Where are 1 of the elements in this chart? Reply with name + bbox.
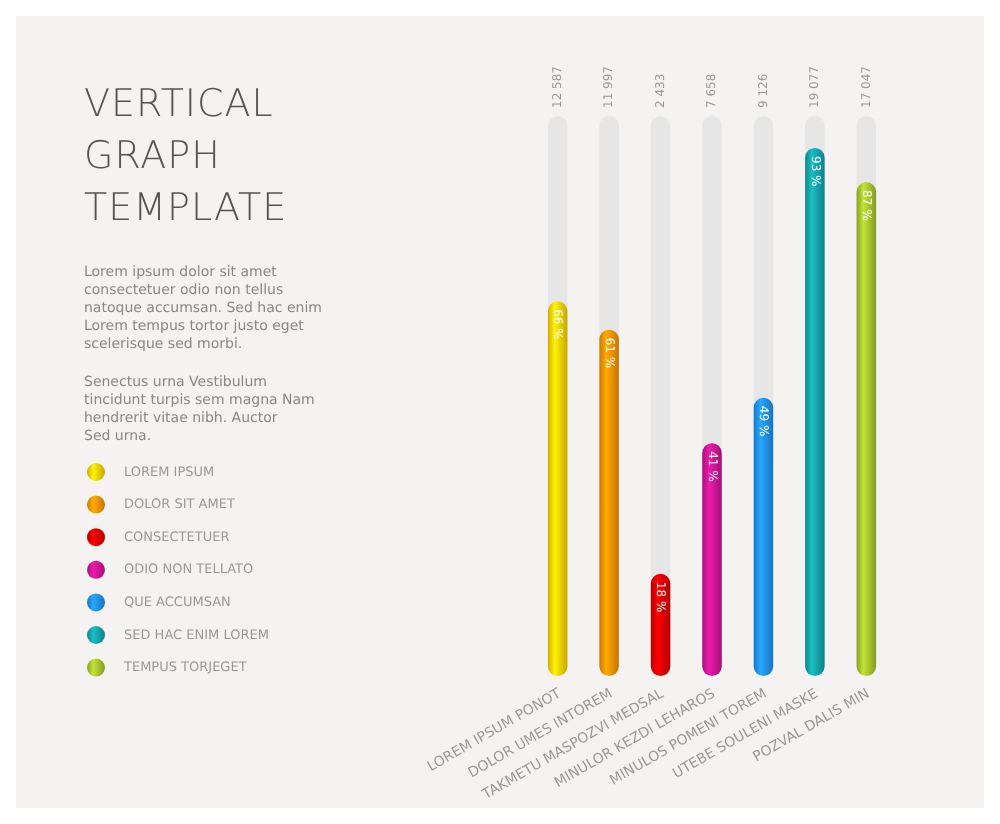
text: VERTICAL GRAPH TEMPLATE — [84, 82, 288, 230]
